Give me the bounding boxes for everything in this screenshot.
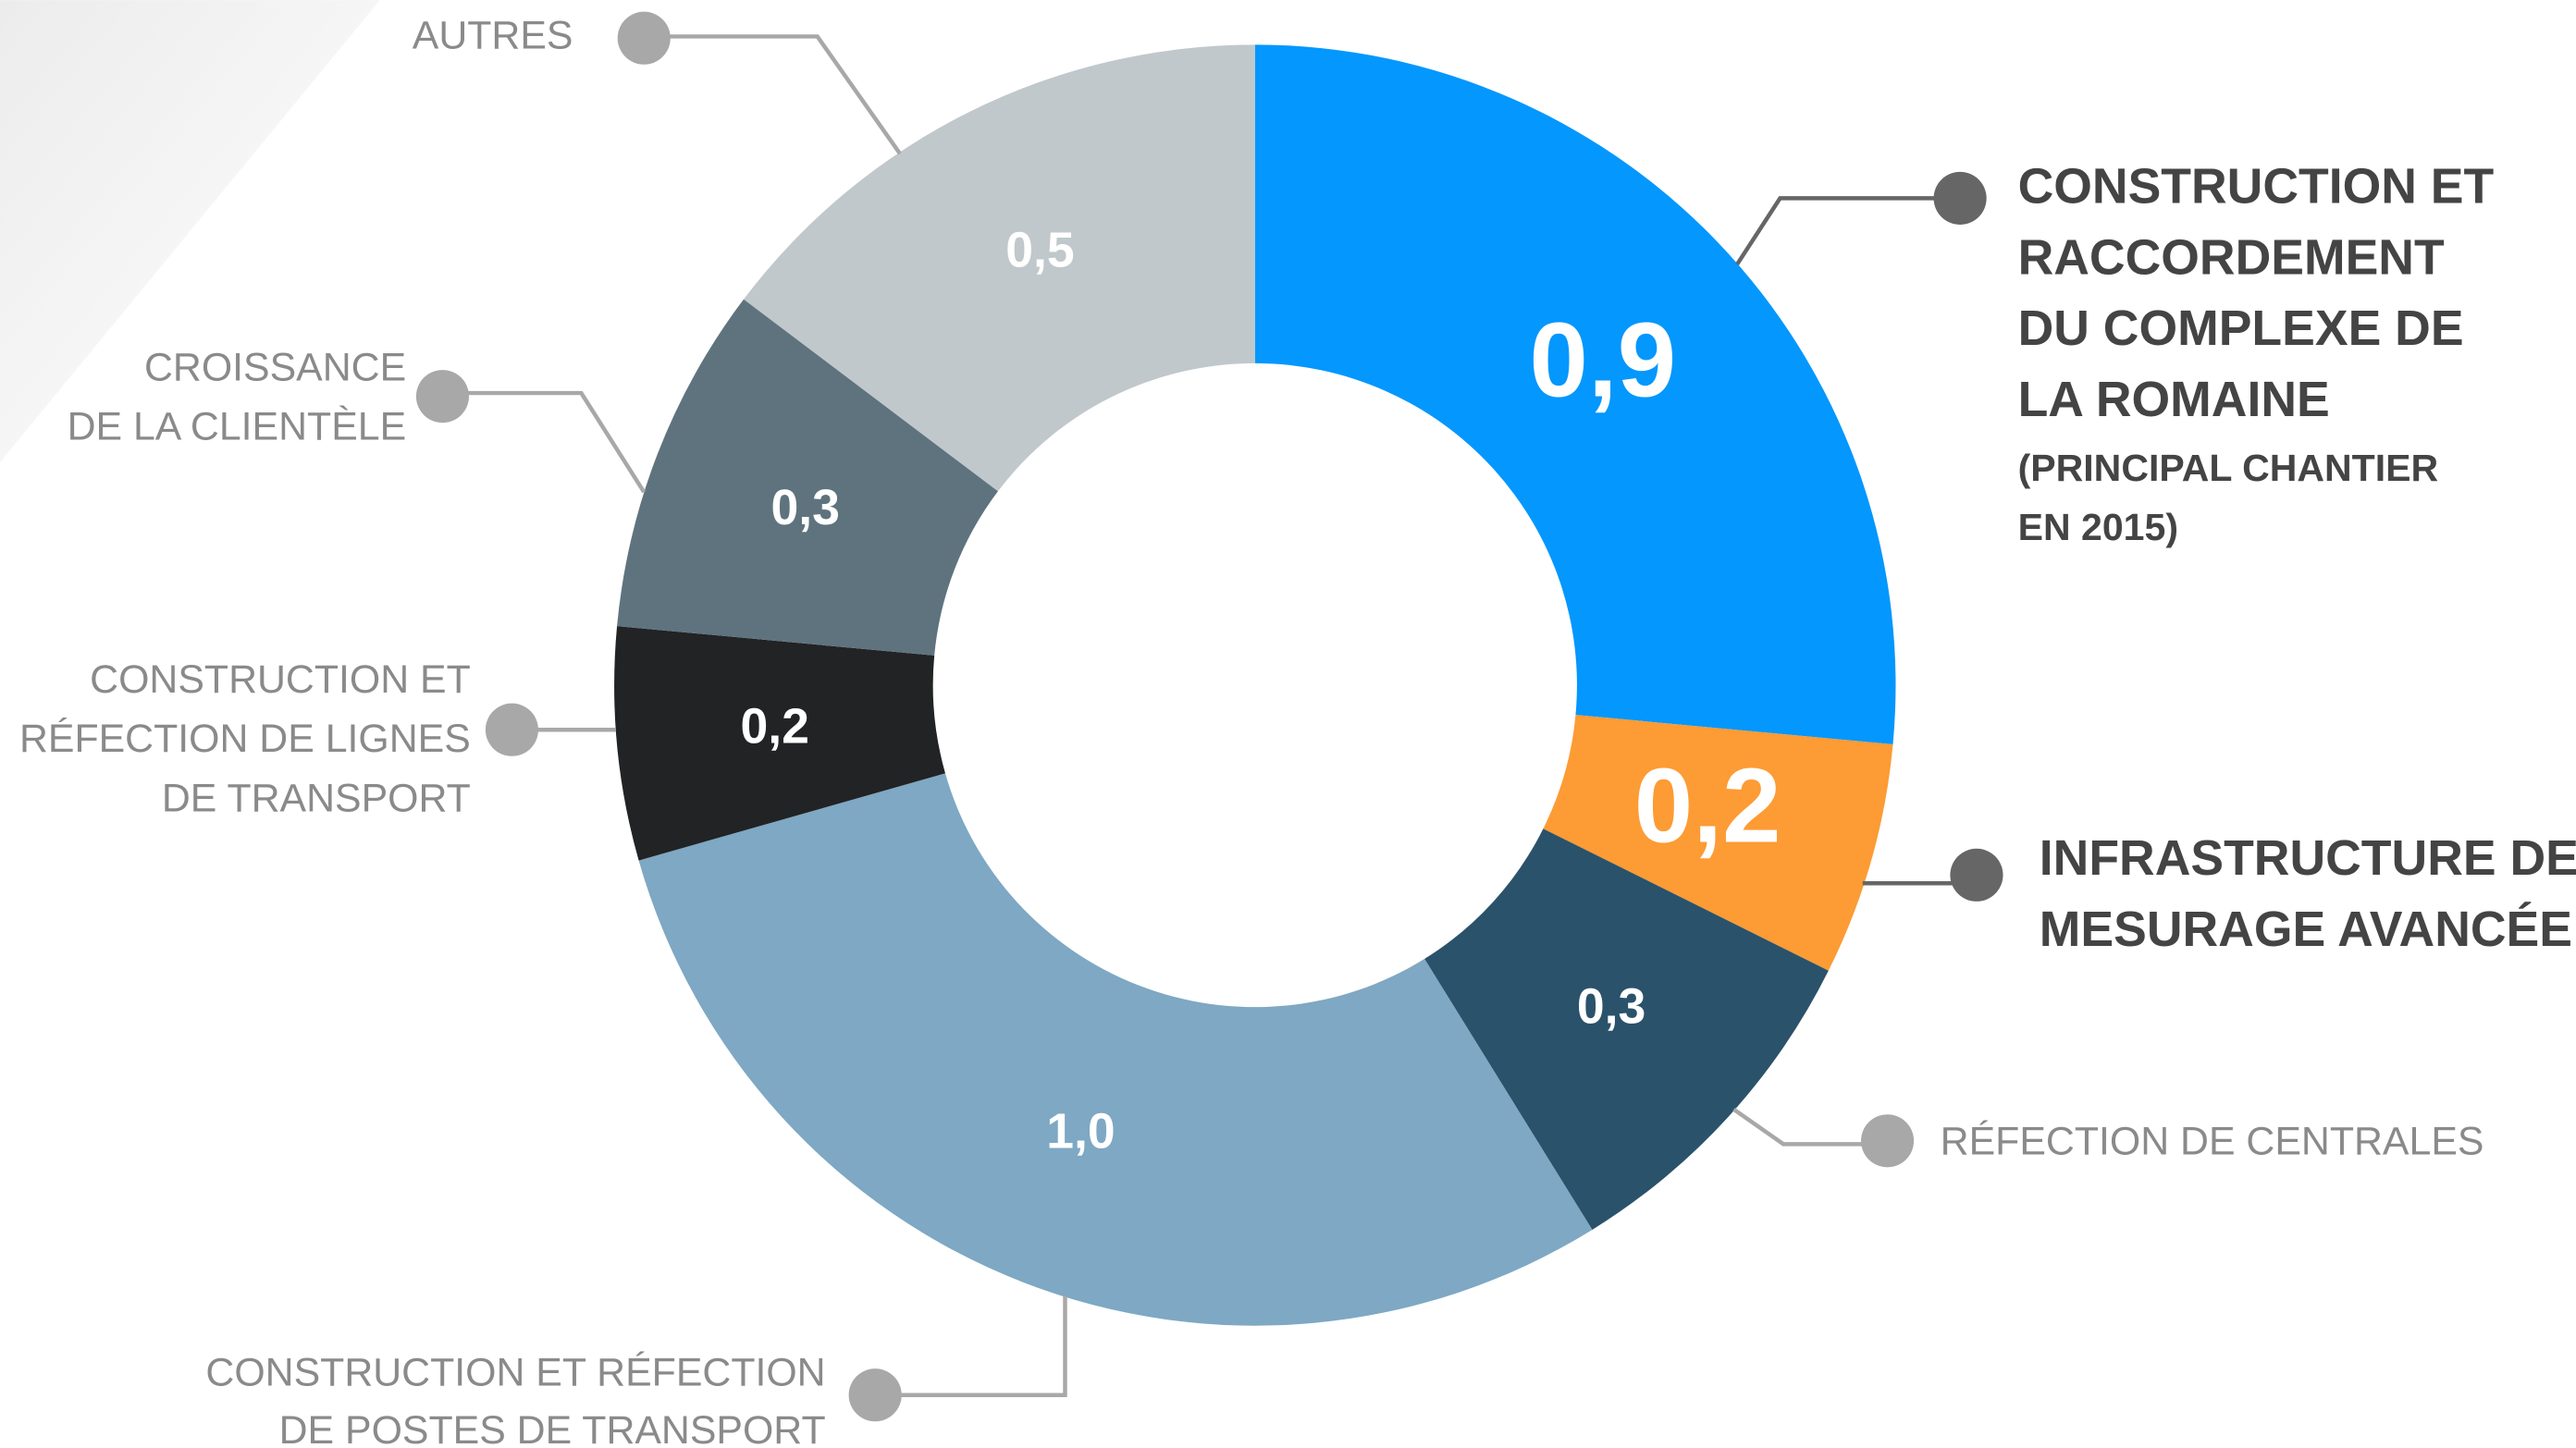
leader-line [644,34,902,155]
background-shade [0,0,380,463]
leader-dot [485,703,538,756]
slice [1424,828,1829,1230]
category-label: DE POSTES DE TRANSPORT [279,1408,826,1448]
category-label: CONSTRUCTION ET [2018,160,2495,215]
value-label: 0,3 [770,481,839,535]
category-label: MESURAGE AVANCÉE [2040,902,2572,957]
labels: 0,9 CONSTRUCTION ET RACCORDEMENT DU COMPLEX… [19,11,2576,1448]
leader-line [875,1295,1067,1397]
slice [614,626,945,861]
value-label: 0,9 [1529,301,1676,419]
slice [1543,715,1893,971]
category-label: DE TRANSPORT [162,776,471,820]
value-label: 0,2 [741,699,809,754]
category-label: CONSTRUCTION ET RÉFECTION [205,1351,825,1395]
slice [638,773,1593,1326]
annotation: EN 2015) [2018,506,2178,548]
category-label: AUTRES [413,14,573,58]
category-label: LA ROMAINE [2018,373,2330,427]
leader-dot [1933,171,1987,225]
category-label: CONSTRUCTION ET [90,657,471,702]
slices [614,44,1896,1326]
category-label: CROISSANCE [144,345,406,389]
value-label: 1,0 [1046,1104,1115,1159]
annotation: (PRINCIPAL CHANTIER [2018,447,2439,489]
leader-line [442,390,647,494]
value-label: 0,5 [1005,224,1074,278]
slice [617,299,998,656]
slice [1254,44,1896,744]
value-label: 0,3 [1577,979,1645,1034]
category-label: RACCORDEMENT [2018,230,2445,285]
leader-dot [617,11,671,65]
leader-dot [1860,1114,1915,1168]
category-label: RÉFECTION DE CENTRALES [1941,1120,2484,1164]
category-label: INFRASTRUCTURE DE [2040,831,2576,886]
leader-line [1732,1108,1888,1147]
leader-dot [1950,848,2003,902]
value-label: 0,2 [1634,747,1781,865]
leader-dot [848,1368,902,1422]
leader-line [1735,196,1961,266]
category-label: DE LA CLIENTÈLE [68,405,407,449]
leader-dot [415,370,470,423]
category-label: DU COMPLEXE DE [2018,301,2464,356]
category-label: RÉFECTION DE LIGNES [19,717,471,761]
slice [744,44,1255,492]
